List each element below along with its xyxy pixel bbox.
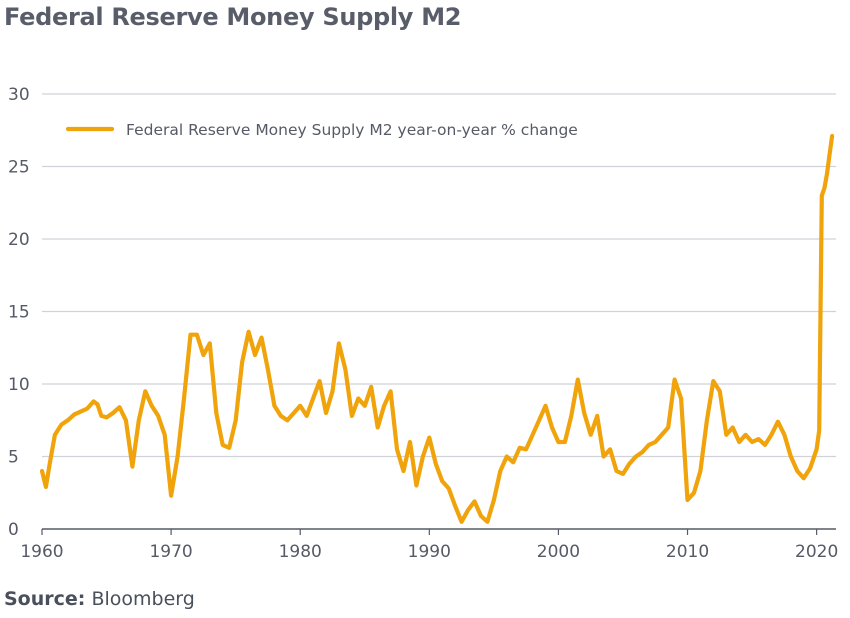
- x-tick-label: 1970: [149, 542, 192, 562]
- legend: Federal Reserve Money Supply M2 year-on-…: [65, 121, 578, 139]
- series-line-0: [39, 133, 835, 524]
- chart-title: Federal Reserve Money Supply M2: [4, 3, 462, 31]
- y-tick-label: 20: [8, 230, 30, 250]
- x-axis-ticks: 1960 1970 1980 1990 2000 2010 2020: [20, 529, 838, 562]
- x-tick-label: 2010: [666, 542, 709, 562]
- x-tick-label: 1980: [279, 542, 322, 562]
- grid-lines: [42, 93, 836, 458]
- legend-label: Federal Reserve Money Supply M2 year-on-…: [126, 121, 578, 139]
- source-note: Source: Bloomberg: [4, 588, 195, 610]
- y-tick-label: 5: [8, 448, 19, 468]
- y-tick-label: 10: [8, 375, 30, 395]
- y-tick-label: 0: [8, 520, 19, 540]
- y-tick-label: 25: [8, 158, 30, 178]
- x-tick-label: 1960: [20, 542, 63, 562]
- x-tick-label: 1990: [408, 542, 451, 562]
- x-tick-label: 2020: [795, 542, 838, 562]
- source-label: Source:: [4, 588, 86, 610]
- y-axis-ticks: 0 5 10 15 20 25 30: [8, 85, 30, 540]
- y-tick-label: 15: [8, 303, 30, 323]
- source-value: Bloomberg: [91, 588, 195, 610]
- series-group: [39, 133, 835, 524]
- y-tick-label: 30: [8, 85, 30, 105]
- x-tick-label: 2000: [537, 542, 580, 562]
